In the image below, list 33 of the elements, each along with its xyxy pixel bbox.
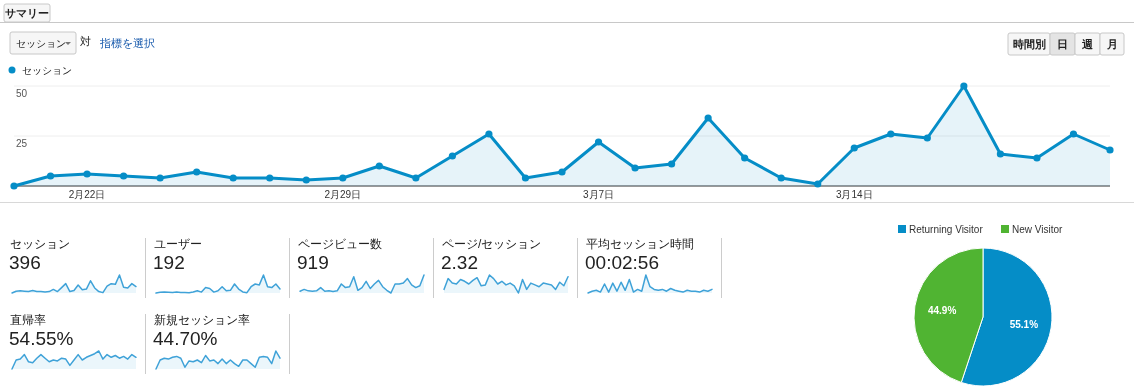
chart-title: ユーザー — [154, 237, 202, 251]
text: 時間別 — [1012, 38, 1046, 50]
chart-title: ページビュー数 — [298, 237, 382, 251]
legend-label: New Visitor — [1012, 224, 1064, 235]
text: サマリー — [5, 7, 49, 19]
chart-title: 直帰率 — [10, 313, 46, 327]
chart-title: 新規セッション率 — [154, 313, 250, 327]
chart-subtitle: 44.70% — [153, 328, 218, 349]
y-tick-label: 50 — [16, 88, 28, 99]
data-label: 55.1% — [1009, 318, 1039, 330]
chart-title: セッション — [10, 237, 70, 251]
legend-label: セッション — [22, 65, 72, 76]
chart-title: ページ/セッション — [442, 237, 542, 251]
data-label: 44.9% — [927, 305, 957, 317]
text: セッション — [16, 38, 66, 49]
chart-subtitle: 54.55% — [9, 328, 74, 349]
legend-label: Returning Visitor — [909, 224, 984, 235]
text: 対 — [80, 35, 91, 47]
chart-subtitle: 2.32 — [441, 252, 478, 273]
text: 指標を選択 — [99, 37, 155, 49]
chart-subtitle: 192 — [153, 252, 185, 273]
chart-subtitle: 919 — [297, 252, 329, 273]
chart-title: 平均セッション時間 — [586, 237, 694, 251]
x-tick-label: 2月29日 — [324, 189, 362, 200]
text: 月 — [1105, 38, 1118, 50]
chart-subtitle: 396 — [9, 252, 41, 273]
x-tick-label: 3月7日 — [582, 189, 615, 200]
y-tick-label: 25 — [16, 138, 28, 149]
chart-subtitle: 00:02:56 — [585, 252, 659, 273]
text: 日 — [1057, 38, 1068, 50]
text: 週 — [1081, 38, 1094, 50]
x-tick-label: 2月22日 — [68, 189, 106, 200]
x-tick-label: 3月14日 — [835, 189, 873, 200]
